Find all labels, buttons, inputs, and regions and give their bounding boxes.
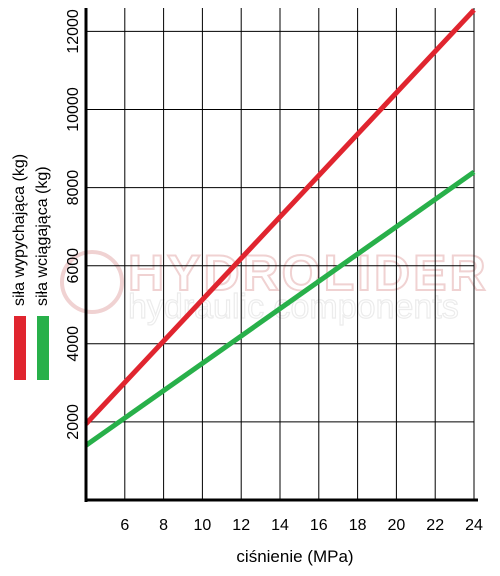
y-tick-label: 12000 [65,9,82,54]
y-tick-label: 10000 [65,87,82,132]
series-line-1 [84,8,476,426]
y-tick-label: 4000 [65,326,82,362]
x-tick-label: 18 [349,517,367,534]
watermark-logo-circle [60,250,124,314]
axes [84,8,478,502]
y-tick-label: 6000 [65,248,82,284]
series-lines [84,8,476,448]
x-tick-label: 16 [310,517,328,534]
series-line-2 [84,169,476,448]
x-tick-label: 12 [232,517,250,534]
x-tick-label: 22 [426,517,444,534]
watermark-tagline: hydraulic components [128,288,459,326]
x-tick-label: 20 [388,517,406,534]
x-tick-labels: 6 8 10 12 14 16 18 20 22 24 [120,517,483,534]
x-tick-label: 14 [271,517,289,534]
x-tick-label: 24 [465,517,483,534]
x-tick-label: 10 [194,517,212,534]
legend: siła wypychająca (kg) siła wciągająca (kg… [11,154,51,380]
legend-label-1: siła wypychająca (kg) [11,154,28,306]
y-tick-label: 8000 [65,170,82,206]
x-tick-label: 8 [159,517,168,534]
x-tick-label: 6 [120,517,129,534]
y-tick-label: 2000 [65,404,82,440]
legend-swatch-1 [14,316,26,380]
y-tick-labels: 2000 4000 6000 8000 10000 12000 [65,9,82,440]
legend-swatch-2 [37,316,49,380]
x-axis-label: ciśnienie (MPa) [236,547,353,566]
legend-label-2: siła wciągająca (kg) [34,166,51,306]
